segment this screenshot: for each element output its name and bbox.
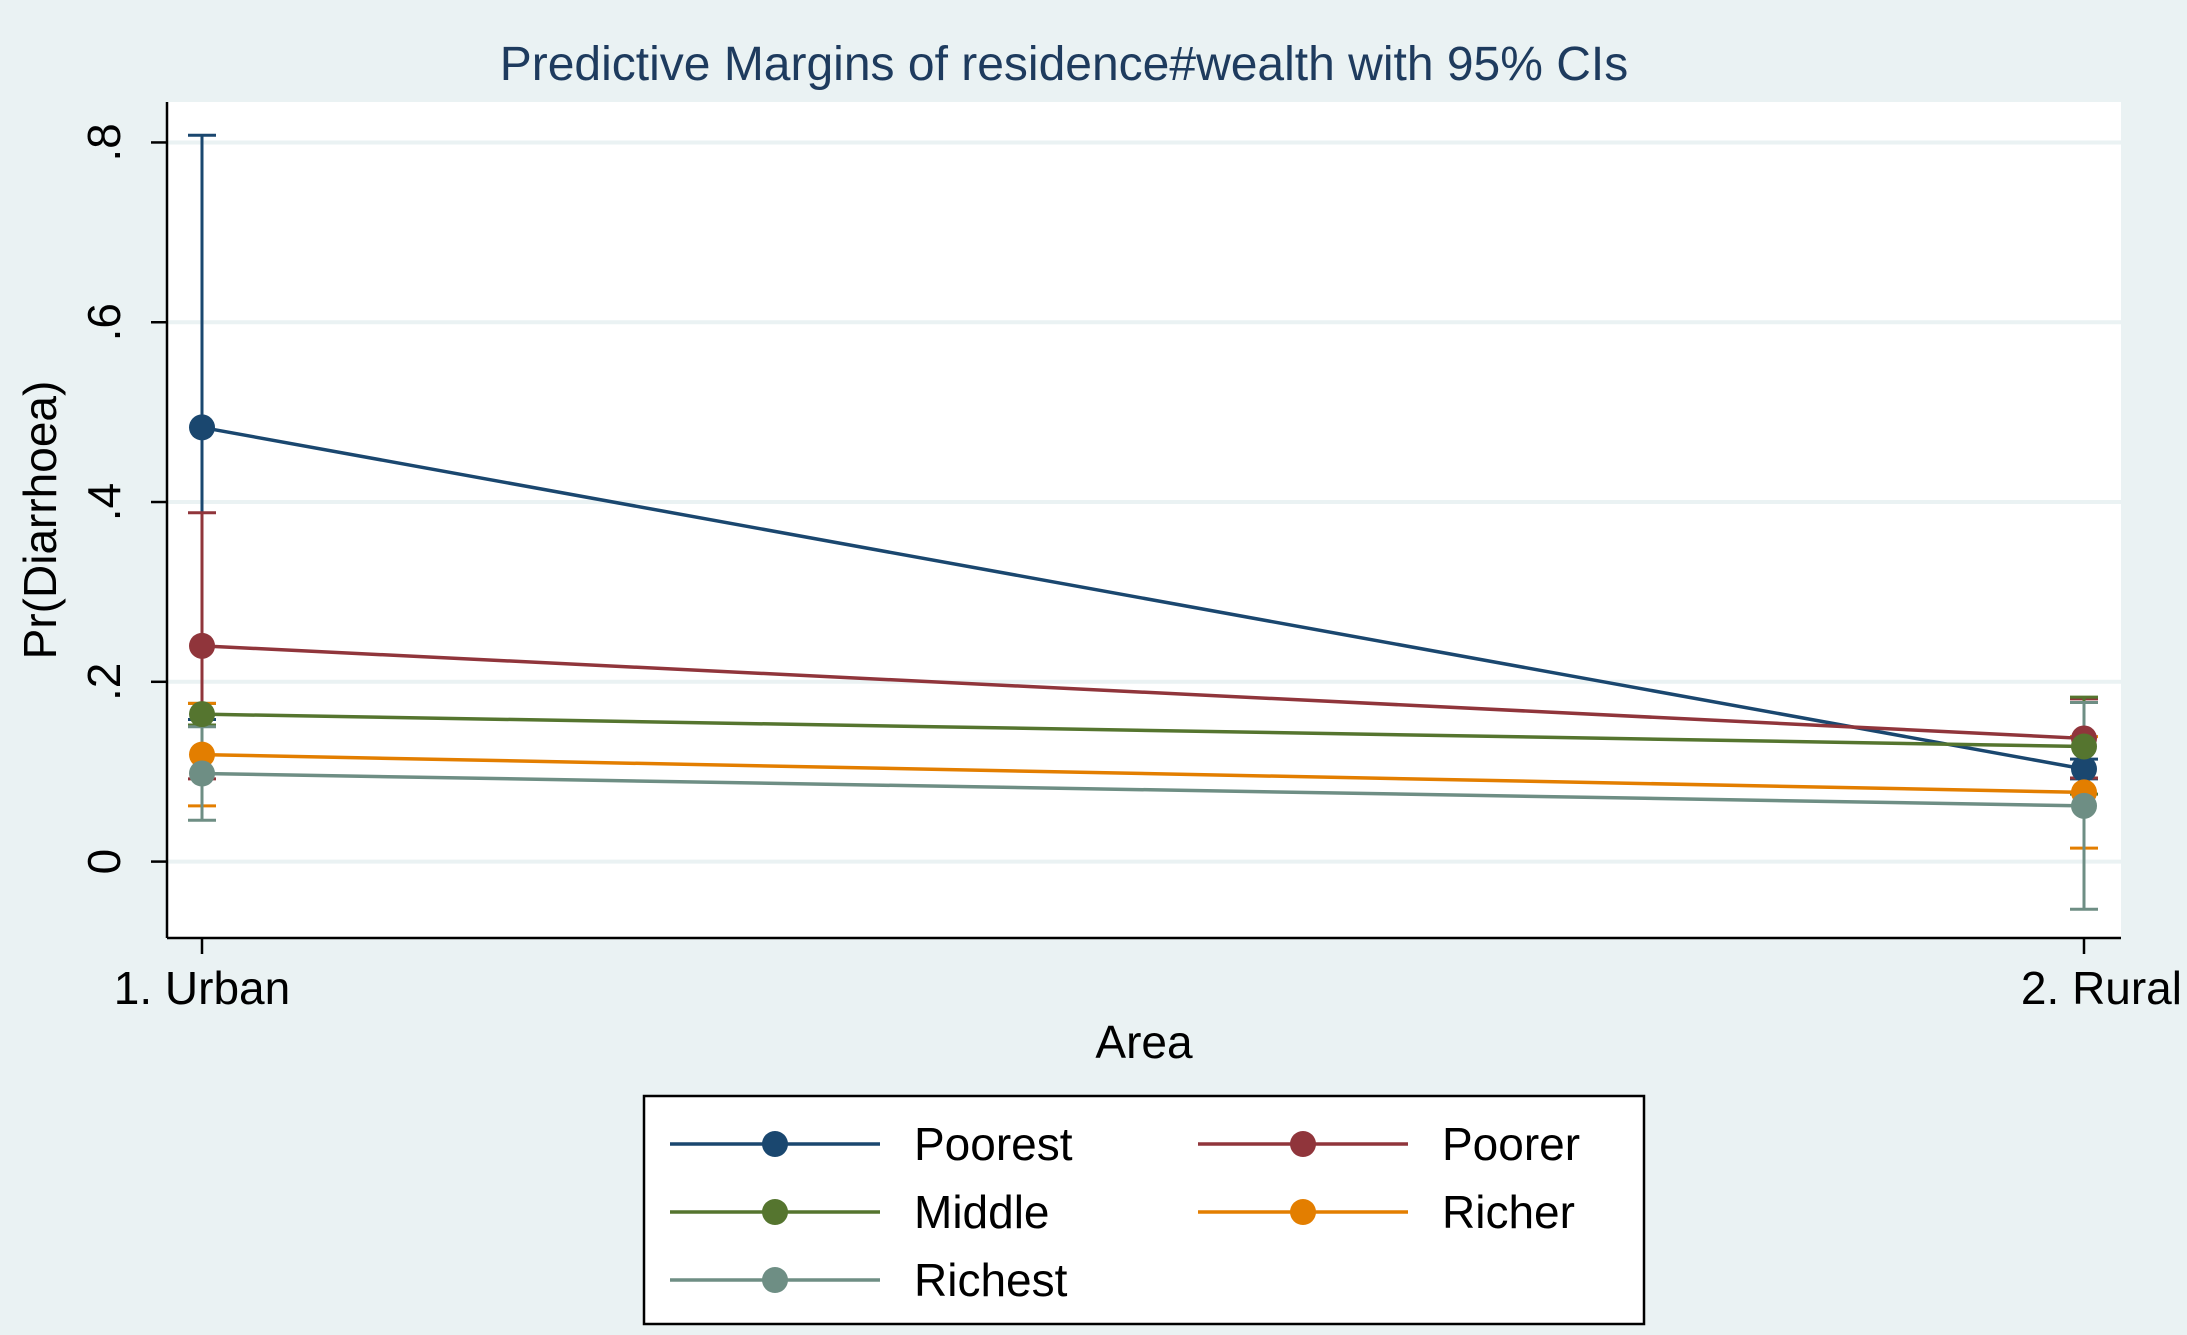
plot-area: [167, 102, 2121, 938]
grid-layer: [167, 140, 2121, 864]
point-richer-0: [189, 741, 215, 768]
point-poorer-0: [189, 632, 215, 659]
point-middle-0: [189, 701, 215, 728]
series-line-poorest: [201, 425, 2085, 771]
legend-items: Poorest Poorer Middle Richer Richest: [670, 1118, 1580, 1306]
point-richest-1: [2071, 792, 2097, 819]
legend-marker-richest: [762, 1267, 788, 1293]
series-line-poorer: [201, 644, 2085, 741]
line-layer: [201, 425, 2085, 808]
legend-label-richer: Richer: [1442, 1186, 1575, 1238]
y-axis-label: Pr(Diarrhoea): [14, 381, 66, 660]
y-tick-label-4: .8: [78, 123, 130, 161]
legend: Poorest Poorer Middle Richer Richest: [642, 1094, 1646, 1326]
legend-label-poorest: Poorest: [914, 1118, 1073, 1170]
point-richest-0: [189, 760, 215, 787]
x-tick-label-0: 1. Urban: [114, 962, 290, 1014]
legend-marker-middle: [762, 1199, 788, 1225]
y-tick-label-0: 0: [78, 849, 130, 875]
legend-label-poorer: Poorer: [1442, 1118, 1580, 1170]
legend-marker-poorest: [762, 1131, 788, 1157]
y-tick-label-2: .4: [78, 483, 130, 521]
y-tick-label-1: .2: [78, 663, 130, 701]
x-ticks: 1. Urban 2. Rural: [114, 938, 2182, 1014]
legend-marker-richer: [1290, 1199, 1316, 1225]
point-poorest-0: [189, 414, 215, 441]
marker-layer: [189, 414, 2097, 819]
legend-box: [642, 1094, 1646, 1326]
point-middle-1: [2071, 733, 2097, 760]
x-axis-label: Area: [1095, 1016, 1193, 1068]
legend-marker-poorer: [1290, 1131, 1316, 1157]
series-line-richest: [201, 771, 2085, 808]
series-line-richer: [201, 752, 2085, 795]
y-ticks: 0 .2 .4 .6 .8: [78, 123, 167, 874]
point-poorest-1: [2071, 756, 2097, 783]
series-line-middle: [201, 712, 2085, 749]
x-tick-label-1: 2. Rural: [2021, 962, 2182, 1014]
legend-label-richest: Richest: [914, 1254, 1068, 1306]
legend-label-middle: Middle: [914, 1186, 1050, 1238]
chart-title: Predictive Margins of residence#wealth w…: [500, 38, 1629, 91]
y-tick-label-3: .6: [78, 303, 130, 341]
